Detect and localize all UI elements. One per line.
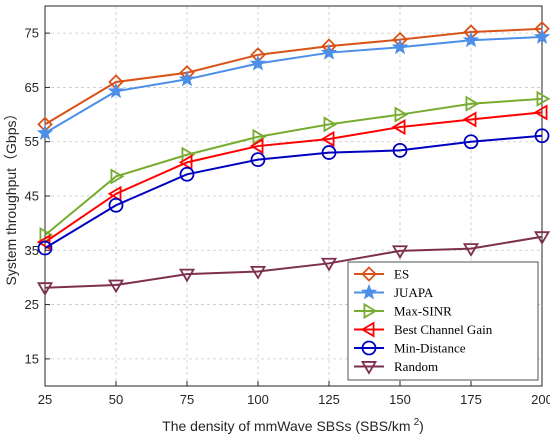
x-tick-label: 175 — [460, 392, 482, 407]
data-point — [179, 166, 195, 182]
data-point — [108, 197, 124, 213]
x-tick-label: 150 — [389, 392, 411, 407]
data-point — [110, 168, 125, 185]
x-tick-label: 75 — [180, 392, 194, 407]
legend-box — [347, 261, 539, 381]
data-point — [533, 104, 548, 121]
data-point — [178, 268, 196, 283]
data-point — [533, 231, 550, 245]
data-point — [250, 152, 266, 168]
legend-marker — [361, 340, 377, 356]
series-line — [44, 35, 543, 134]
data-point — [321, 145, 337, 160]
series-5 — [36, 231, 550, 297]
data-point — [536, 90, 550, 107]
legend-label: Random — [394, 359, 438, 374]
series-2 — [39, 90, 550, 244]
legend-label: ES — [394, 267, 409, 282]
data-point — [178, 154, 193, 171]
legend-label: Best Channel Gain — [394, 322, 493, 337]
series-line — [44, 111, 543, 243]
data-point — [462, 243, 480, 257]
series-1 — [36, 28, 550, 141]
data-point — [391, 38, 409, 55]
data-point — [323, 116, 338, 133]
data-point — [37, 240, 53, 256]
legend-entry: Best Channel Gain — [354, 321, 493, 338]
data-point — [391, 118, 406, 136]
data-point — [533, 28, 550, 44]
axis-ticks: 25 50 75 100 125 150 175 200 15 25 35 45 55 65 75 — [25, 26, 550, 407]
data-point — [394, 106, 409, 123]
data-point — [392, 142, 408, 158]
data-point — [36, 282, 54, 297]
y-tick-label: 55 — [25, 134, 39, 149]
data-point — [107, 279, 125, 294]
data-point — [391, 245, 409, 260]
data-point — [462, 31, 480, 48]
y-tick-label: 25 — [25, 297, 39, 312]
series-4 — [37, 128, 550, 256]
y-tick-label: 75 — [25, 26, 39, 41]
data-point — [320, 130, 335, 148]
data-point — [36, 234, 51, 251]
series-line — [44, 134, 543, 249]
data-point — [107, 185, 122, 202]
data-point — [462, 111, 477, 128]
legend-entry: JUAPA — [354, 283, 434, 300]
legend-label: JUAPA — [394, 285, 434, 300]
y-tick-label: 15 — [25, 351, 39, 366]
y-tick-label: 45 — [25, 189, 39, 204]
x-tick-label: 25 — [38, 392, 52, 407]
x-tick-label: 200 — [531, 392, 550, 407]
legend-entry: Random — [354, 359, 438, 375]
series-line — [44, 235, 543, 289]
legend-entry: ES — [354, 266, 409, 282]
series-line — [44, 27, 543, 126]
x-tick-label: 100 — [247, 392, 269, 407]
series-layer — [36, 21, 550, 297]
legend-label: Min-Distance — [394, 341, 466, 356]
legend-marker — [360, 321, 375, 338]
legend-label: Max-SINR — [394, 304, 452, 319]
data-point — [534, 128, 550, 144]
data-point — [320, 257, 338, 272]
data-point — [249, 137, 264, 155]
x-axis-label: The density of mmWave SBSs (SBS/km 2) — [162, 417, 424, 434]
series-3 — [36, 104, 548, 251]
data-point — [36, 124, 54, 141]
y-axis-label: System throughput（Gbps） — [3, 107, 19, 286]
series-line — [44, 97, 543, 236]
data-point — [249, 54, 267, 71]
data-point — [107, 82, 125, 99]
x-tick-label: 125 — [318, 392, 340, 407]
y-tick-label: 65 — [25, 80, 39, 95]
x-tick-label: 50 — [109, 392, 123, 407]
legend-marker — [363, 302, 378, 320]
legend-marker — [360, 361, 378, 375]
data-point — [320, 44, 338, 60]
data-point — [178, 70, 196, 87]
data-point — [249, 266, 267, 280]
data-point — [463, 134, 479, 150]
data-point — [465, 95, 480, 112]
data-point — [252, 128, 267, 145]
legend-entry: Max-SINR — [354, 302, 452, 320]
legend-entry: Min-Distance — [354, 341, 466, 356]
legend-marker — [360, 283, 378, 300]
legend: ES JUAPA Max-SINR Best Channel Gain Min-Dist… — [347, 261, 539, 381]
legend-marker — [361, 266, 377, 282]
y-tick-label: 35 — [25, 243, 39, 258]
